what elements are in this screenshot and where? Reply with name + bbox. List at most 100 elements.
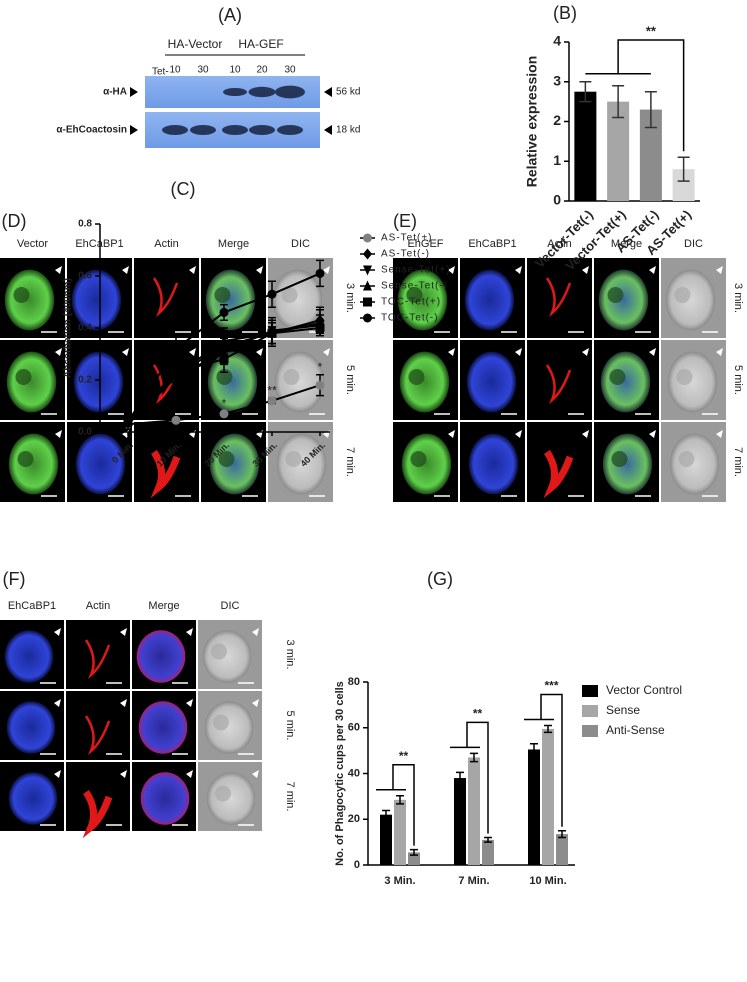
arrowhead bbox=[323, 266, 330, 274]
bar bbox=[639, 109, 662, 201]
cell-body bbox=[8, 772, 58, 825]
blot-band bbox=[249, 125, 275, 135]
vacuole bbox=[408, 369, 425, 385]
channel-label: EhCaBP1 bbox=[8, 600, 56, 612]
arrowhead bbox=[55, 348, 62, 356]
vacuole bbox=[214, 287, 231, 303]
cell-body bbox=[138, 701, 188, 754]
legend-label: AS-Tet(-) bbox=[381, 249, 430, 260]
channel-label: Vector bbox=[17, 238, 49, 250]
cell-body bbox=[6, 701, 56, 754]
y-tick-label: 2 bbox=[553, 112, 561, 128]
annotation: * bbox=[222, 396, 227, 410]
error-bar bbox=[484, 836, 492, 843]
y-tick-label: 0 bbox=[354, 859, 360, 871]
actin-signal bbox=[84, 639, 111, 680]
arrowhead bbox=[649, 266, 656, 274]
bar bbox=[607, 101, 630, 201]
blot-band bbox=[222, 125, 248, 135]
bar bbox=[542, 728, 554, 865]
x-tick-label: 7 Min. bbox=[458, 875, 489, 887]
vacuole bbox=[410, 451, 427, 467]
y-tick-label: 60 bbox=[348, 722, 360, 734]
y-tick-label: 0.8 bbox=[78, 219, 92, 230]
legend-label: TOC-Tet(-) bbox=[381, 313, 439, 324]
vacuole bbox=[13, 287, 30, 303]
micrograph bbox=[134, 258, 199, 338]
actin-signal bbox=[545, 364, 572, 405]
actin-signal bbox=[84, 715, 111, 756]
cell-body bbox=[202, 630, 252, 683]
error-bar bbox=[579, 81, 592, 103]
cell-body bbox=[598, 269, 649, 331]
cell-body bbox=[399, 351, 450, 413]
arrowhead bbox=[515, 348, 522, 356]
vacuole bbox=[285, 451, 302, 467]
micrograph bbox=[527, 422, 592, 502]
time-label: 3 min. bbox=[284, 640, 296, 670]
panel-label: (C) bbox=[171, 179, 196, 199]
data-point bbox=[315, 380, 325, 390]
annotation: ** bbox=[267, 383, 277, 397]
micrograph bbox=[66, 691, 130, 760]
actin-signal bbox=[545, 277, 572, 318]
cell-body bbox=[274, 351, 325, 413]
arrowhead bbox=[515, 430, 522, 438]
channel-label: DIC bbox=[221, 600, 240, 612]
arrowhead bbox=[189, 266, 196, 274]
arrowhead bbox=[122, 266, 129, 274]
cell-body bbox=[667, 351, 718, 413]
channel-label: Merge bbox=[218, 238, 249, 250]
group-label: HA-Vector bbox=[168, 37, 223, 51]
legend-marker bbox=[363, 265, 372, 276]
significance-label: ** bbox=[646, 23, 657, 38]
panel-label: (F) bbox=[3, 569, 26, 589]
cell-body bbox=[71, 269, 122, 331]
arrowhead bbox=[448, 430, 455, 438]
actin-signal bbox=[82, 790, 113, 839]
arrowhead bbox=[189, 348, 196, 356]
significance-label: *** bbox=[544, 679, 558, 693]
vacuole bbox=[281, 287, 298, 303]
vacuole bbox=[213, 714, 229, 731]
vacuole bbox=[674, 287, 691, 303]
data-point bbox=[171, 344, 181, 354]
y-tick-label: 0.0 bbox=[78, 427, 92, 438]
arrowhead bbox=[324, 87, 332, 97]
channel-label: Merge bbox=[148, 600, 179, 612]
y-tick-label: 1 bbox=[553, 152, 561, 168]
bar bbox=[454, 778, 466, 865]
y-tick-label: 3 bbox=[553, 72, 561, 88]
error-bar bbox=[410, 848, 418, 856]
cell-body bbox=[468, 433, 519, 495]
significance-bracket bbox=[450, 721, 489, 834]
tet-label: Tet- bbox=[152, 67, 169, 78]
micrograph bbox=[66, 620, 130, 689]
vacuole bbox=[678, 451, 695, 467]
arrowhead bbox=[55, 266, 62, 274]
cell-body bbox=[206, 772, 256, 825]
lane-label: 30 bbox=[284, 65, 296, 76]
data-point bbox=[171, 415, 181, 425]
panel-label: (E) bbox=[393, 211, 417, 231]
vacuole bbox=[215, 785, 231, 802]
arrowhead bbox=[122, 348, 129, 356]
y-tick-label: 20 bbox=[348, 813, 360, 825]
arrowhead bbox=[324, 125, 332, 135]
error-bar bbox=[530, 743, 538, 756]
micrograph bbox=[134, 422, 199, 502]
error-bar bbox=[470, 752, 478, 763]
antibody-label: α-HA bbox=[103, 87, 127, 98]
channel-label: DIC bbox=[684, 238, 703, 250]
cell-body bbox=[669, 433, 720, 495]
panel-label: (B) bbox=[553, 3, 577, 23]
channel-label: Merge bbox=[611, 238, 642, 250]
time-label: 3 min. bbox=[732, 283, 744, 313]
y-axis-label: No. of Phagocytic cups per 30 cells bbox=[334, 681, 346, 866]
bar bbox=[380, 814, 392, 865]
time-label: 7 min. bbox=[344, 447, 356, 477]
arrowhead bbox=[256, 348, 263, 356]
data-point bbox=[219, 409, 229, 419]
